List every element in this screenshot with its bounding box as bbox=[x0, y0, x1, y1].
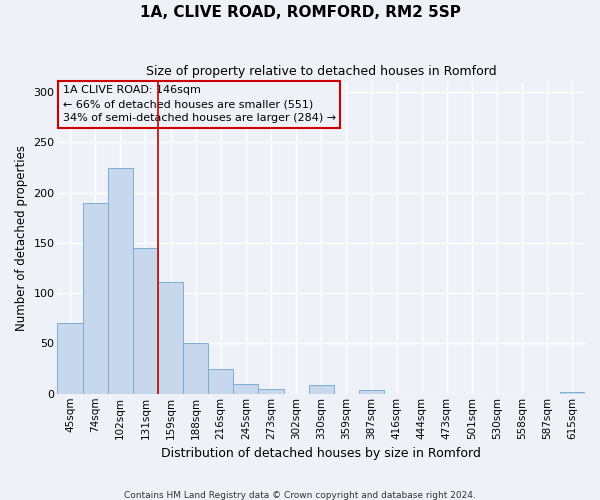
Bar bbox=[208, 368, 233, 394]
Y-axis label: Number of detached properties: Number of detached properties bbox=[15, 145, 28, 331]
Bar bbox=[158, 282, 183, 394]
Bar bbox=[560, 392, 585, 394]
Text: 1A, CLIVE ROAD, ROMFORD, RM2 5SP: 1A, CLIVE ROAD, ROMFORD, RM2 5SP bbox=[140, 5, 460, 20]
X-axis label: Distribution of detached houses by size in Romford: Distribution of detached houses by size … bbox=[161, 447, 481, 460]
Bar bbox=[308, 384, 334, 394]
Bar bbox=[58, 324, 83, 394]
Bar bbox=[233, 384, 259, 394]
Bar bbox=[108, 168, 133, 394]
Text: Contains HM Land Registry data © Crown copyright and database right 2024.: Contains HM Land Registry data © Crown c… bbox=[124, 490, 476, 500]
Title: Size of property relative to detached houses in Romford: Size of property relative to detached ho… bbox=[146, 65, 497, 78]
Bar bbox=[259, 388, 284, 394]
Text: 1A CLIVE ROAD: 146sqm
← 66% of detached houses are smaller (551)
34% of semi-det: 1A CLIVE ROAD: 146sqm ← 66% of detached … bbox=[63, 85, 336, 123]
Bar bbox=[183, 344, 208, 394]
Bar bbox=[133, 248, 158, 394]
Bar bbox=[359, 390, 384, 394]
Bar bbox=[83, 202, 108, 394]
